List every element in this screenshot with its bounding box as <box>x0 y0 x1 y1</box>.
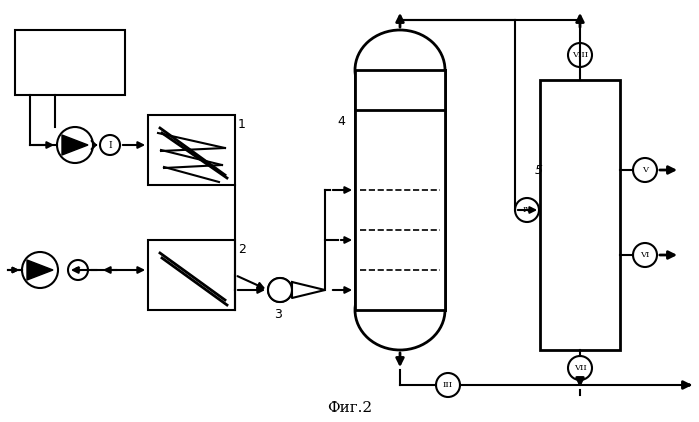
Circle shape <box>633 243 657 267</box>
Circle shape <box>100 135 120 155</box>
Circle shape <box>268 278 292 302</box>
Text: 5: 5 <box>535 163 543 176</box>
Bar <box>355 70 445 310</box>
Circle shape <box>568 43 592 67</box>
Circle shape <box>22 252 58 288</box>
Circle shape <box>57 127 93 163</box>
Bar <box>355 70 445 310</box>
Ellipse shape <box>355 30 445 110</box>
Text: VI: VI <box>640 251 649 259</box>
Circle shape <box>568 356 592 380</box>
Text: VIII: VIII <box>572 51 588 59</box>
Text: 1: 1 <box>238 118 246 131</box>
Text: 4: 4 <box>337 115 345 128</box>
Bar <box>355 70 445 310</box>
Bar <box>15 30 125 95</box>
Circle shape <box>436 373 460 397</box>
Circle shape <box>515 198 539 222</box>
Circle shape <box>68 260 88 280</box>
Polygon shape <box>62 135 88 155</box>
Circle shape <box>633 158 657 182</box>
Text: VII: VII <box>574 364 586 372</box>
Text: 2: 2 <box>238 243 246 256</box>
Text: Фиг.2: Фиг.2 <box>327 401 373 415</box>
Text: II: II <box>75 266 81 274</box>
Text: IV: IV <box>522 206 532 214</box>
Circle shape <box>268 278 292 302</box>
Bar <box>540 80 620 350</box>
Text: V: V <box>642 166 648 174</box>
Ellipse shape <box>355 270 445 350</box>
Text: I: I <box>108 141 112 149</box>
Polygon shape <box>292 282 325 298</box>
Bar <box>148 115 235 185</box>
Polygon shape <box>27 260 53 280</box>
Text: III: III <box>443 381 453 389</box>
Text: 3: 3 <box>274 308 282 321</box>
Bar <box>148 240 235 310</box>
